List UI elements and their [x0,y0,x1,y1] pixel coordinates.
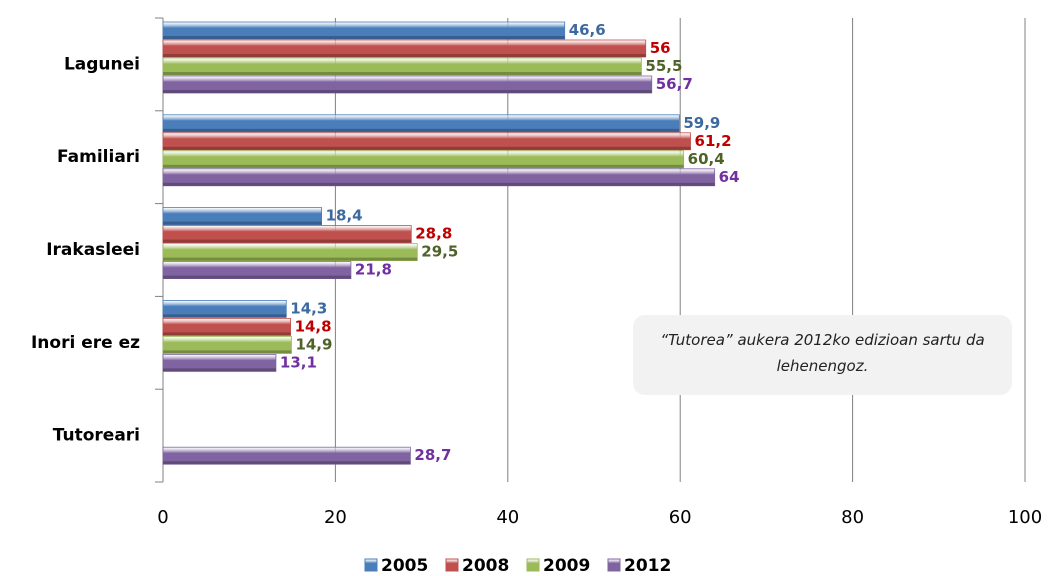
legend-label: 2005 [381,556,428,576]
bar [162,243,418,262]
y-tick-label: Inori ere ez [31,333,140,353]
bar-shade [163,257,418,261]
bar-shade [163,72,642,75]
bar-shade [163,90,652,93]
bar-shade [163,36,565,39]
data-label: 21,8 [355,261,392,279]
data-label: 60,4 [688,150,725,168]
data-label: 61,2 [695,132,732,150]
bar [162,39,647,58]
x-tick-label: 20 [324,507,347,528]
bar-shade [163,146,691,150]
bar [162,75,653,94]
x-tick-label: 40 [496,507,519,528]
data-label: 14,8 [295,317,332,335]
legend-label: 2009 [543,556,590,576]
x-tick-label: 80 [841,507,864,528]
data-label: 18,4 [326,207,363,225]
bar-shade [163,368,276,372]
legend-marker [607,558,621,572]
bar [162,168,716,187]
bar [162,353,277,372]
y-tick-label: Lagunei [64,54,140,74]
data-label: 28,7 [414,446,451,464]
x-tick-label: 60 [669,507,692,528]
legend-marker [364,558,378,572]
bar-shade [163,350,292,354]
bar [162,299,287,318]
data-label: 59,9 [683,114,720,132]
annotation: “Tutorea” aukera 2012ko edizioan sartu d… [633,315,1012,395]
bar [162,132,691,151]
bar [162,57,642,76]
y-tick-label: Tutoreari [53,426,140,446]
legend-marker [445,558,459,572]
data-label: 28,8 [415,225,452,243]
x-tick-label: 100 [1008,507,1042,528]
bar [162,150,685,169]
bar [162,261,352,280]
bar [162,21,566,40]
bar-shade [163,314,287,318]
bar-shade [163,54,646,57]
x-tick-label: 0 [157,507,168,528]
bar-shade [163,332,291,336]
bar [162,225,412,244]
data-label: 55,5 [645,57,682,75]
bar-shade [163,275,351,279]
data-label: 56,7 [656,75,693,93]
legend-marker [526,558,540,572]
data-label: 13,1 [280,353,317,371]
bar-shade [163,461,411,465]
bar-shade [163,164,684,168]
bar-shade [163,182,715,186]
bar [162,207,323,226]
bar [162,446,411,465]
bar [162,114,680,133]
bar [162,317,291,336]
y-tick-label: Familiari [57,147,140,167]
data-label: 14,3 [290,299,327,317]
bar-shade [163,239,412,243]
data-label: 56 [650,39,671,57]
bar-shade [163,221,322,225]
data-label: 46,6 [569,21,606,39]
bar-shade [163,128,680,132]
legend-label: 2008 [462,556,509,576]
y-tick-label: Irakasleei [46,240,140,260]
data-label: 64 [719,168,740,186]
legend-label: 2012 [624,556,671,576]
bar [162,335,292,354]
data-label: 14,9 [295,335,332,353]
data-label: 29,5 [421,243,458,261]
